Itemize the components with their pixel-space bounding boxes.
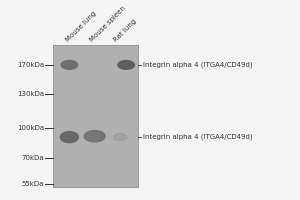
Text: Mouse spleen: Mouse spleen — [89, 5, 127, 43]
Text: 130kDa: 130kDa — [17, 91, 44, 97]
Text: Integrin alpha 4 (ITGA4/CD49d): Integrin alpha 4 (ITGA4/CD49d) — [142, 134, 252, 140]
FancyBboxPatch shape — [53, 45, 138, 187]
Text: Rat lung: Rat lung — [113, 18, 138, 43]
Text: 55kDa: 55kDa — [22, 181, 44, 187]
Text: Integrin alpha 4 (ITGA4/CD49d): Integrin alpha 4 (ITGA4/CD49d) — [142, 62, 252, 68]
Ellipse shape — [113, 134, 127, 141]
Ellipse shape — [118, 61, 134, 69]
Ellipse shape — [61, 61, 78, 69]
Text: Mouse lung: Mouse lung — [65, 10, 98, 43]
Text: 100kDa: 100kDa — [17, 125, 44, 131]
Ellipse shape — [84, 131, 105, 142]
Text: 70kDa: 70kDa — [21, 155, 44, 161]
Ellipse shape — [60, 132, 78, 143]
Text: 170kDa: 170kDa — [17, 62, 44, 68]
